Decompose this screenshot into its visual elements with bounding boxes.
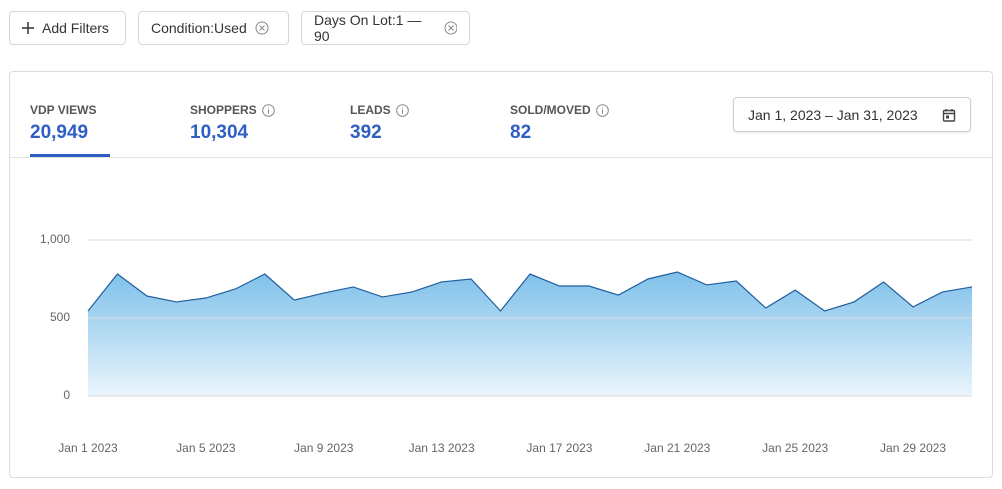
metric-label: SHOPPERS — [190, 103, 257, 117]
line — [87, 271, 973, 312]
chart: 0 500 1,000 Jan 1 2023 Jan 5 2023 Jan 9 2023 J… — [40, 232, 973, 455]
date-range-picker[interactable]: Jan 1, 2023 – Jan 31, 2023 — [733, 97, 971, 132]
x-tick-label: Jan 29 2023 — [880, 441, 946, 455]
metric-tab[interactable]: SHOPPERS 10,304 — [190, 102, 275, 144]
y-tick-label: 1,000 — [40, 232, 70, 246]
area — [88, 271, 972, 396]
x-tick-label: Jan 25 2023 — [762, 441, 828, 455]
y-tick-label: 0 — [63, 388, 70, 402]
calendar-icon — [942, 108, 956, 122]
y-tick-label: 500 — [50, 310, 70, 324]
filter-chip[interactable]: Days On Lot:1 — 90 — [301, 11, 470, 45]
x-tick-label: Jan 13 2023 — [409, 441, 475, 455]
metric-label: LEADS — [350, 103, 391, 117]
card — [9, 71, 993, 478]
active-tab-indicator — [30, 154, 110, 157]
metric-tab[interactable]: LEADS 392 — [350, 102, 409, 144]
filter-chip[interactable]: Condition:Used — [138, 11, 289, 45]
x-tick-label: Jan 21 2023 — [644, 441, 710, 455]
metric-value: 392 — [350, 122, 382, 143]
metric-tab[interactable]: VDP VIEWS 20,949 — [30, 102, 96, 144]
chip-label: Add Filters — [42, 20, 109, 36]
add-filters-button[interactable]: Add Filters — [9, 11, 126, 45]
info-icon — [395, 103, 409, 117]
chip-label: Days On Lot:1 — 90 — [314, 12, 422, 44]
x-tick-label: Jan 1 2023 — [58, 441, 118, 455]
x-tick-label: Jan 17 2023 — [526, 441, 592, 455]
chip-label: Condition:Used — [151, 20, 247, 36]
remove-icon[interactable] — [255, 21, 269, 35]
remove-icon[interactable] — [444, 21, 457, 35]
x-tick-label: Jan 9 2023 — [294, 441, 354, 455]
info-icon — [595, 103, 609, 117]
divider — [10, 157, 992, 158]
info-icon — [261, 103, 275, 117]
metric-value: 82 — [510, 122, 532, 143]
x-tick-label: Jan 5 2023 — [176, 441, 236, 455]
metric-value: 20,949 — [30, 122, 89, 143]
metric-value: 10,304 — [190, 122, 249, 143]
plus-icon — [22, 22, 34, 34]
metric-label: SOLD/MOVED — [510, 103, 591, 117]
metric-label: VDP VIEWS — [30, 103, 97, 117]
date-range: Jan 1, 2023 – Jan 31, 2023 — [748, 106, 918, 123]
metric-tab[interactable]: SOLD/MOVED 82 — [510, 102, 609, 144]
